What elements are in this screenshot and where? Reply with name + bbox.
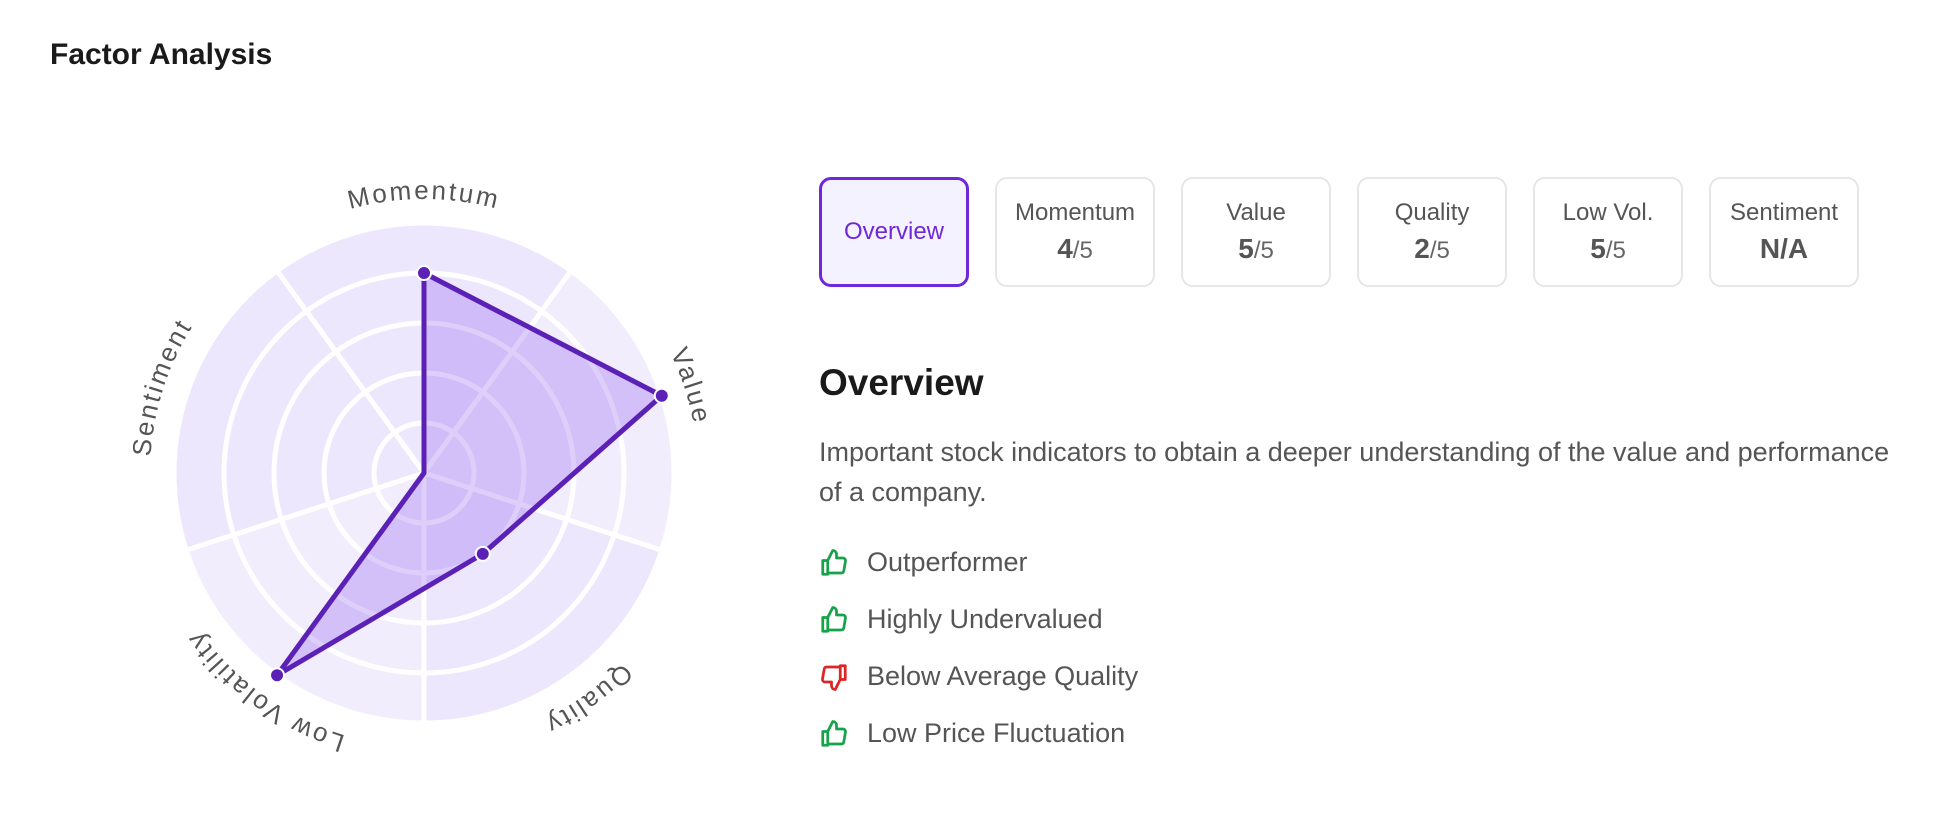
section-title: Factor Analysis bbox=[50, 38, 273, 71]
indicator-text: Outperformer bbox=[867, 547, 1028, 577]
tab[interactable]: Low Vol. 5/5 bbox=[1533, 177, 1684, 287]
icon-path bbox=[821, 663, 847, 691]
radar-point bbox=[653, 387, 670, 404]
axis-label-path: Value bbox=[665, 343, 715, 427]
radar-point bbox=[474, 545, 491, 562]
tab-score: 5/5 bbox=[1238, 233, 1274, 265]
overview-panel: Overview Important stock indicators to o… bbox=[819, 362, 1919, 762]
tab-label: Momentum bbox=[1015, 199, 1136, 226]
tab-label: Overview bbox=[843, 218, 945, 245]
tab-score-value: 5 bbox=[1590, 233, 1606, 264]
radar-spoke bbox=[423, 470, 663, 553]
tab[interactable]: Quality 2/5 bbox=[1357, 177, 1508, 287]
tab-score-value: 2 bbox=[1414, 233, 1430, 264]
tab-label: Quality bbox=[1394, 199, 1470, 226]
axis-label: Momentum bbox=[344, 175, 503, 215]
panel-heading: Overview bbox=[819, 362, 984, 403]
indicator-item: Low Price Fluctuation bbox=[819, 705, 1919, 762]
thumbs-up-icon bbox=[821, 605, 847, 633]
icon-path bbox=[821, 548, 847, 576]
tab[interactable]: Sentiment N/A bbox=[1709, 177, 1860, 287]
tab-score-max: /5 bbox=[1253, 237, 1274, 264]
tab-label: Low Vol. bbox=[1562, 199, 1654, 226]
tab-label: Sentiment bbox=[1730, 199, 1839, 226]
radar-sector bbox=[174, 270, 424, 551]
axis-label: Value bbox=[665, 343, 718, 427]
indicator-text: Below Average Quality bbox=[867, 661, 1139, 691]
radar-point bbox=[269, 667, 286, 684]
indicator-item: Below Average Quality bbox=[819, 648, 1919, 705]
indicator-item: Highly Undervalued bbox=[819, 591, 1919, 648]
tab-score-max: /5 bbox=[1429, 237, 1450, 264]
tab-score-max: /5 bbox=[1605, 237, 1626, 264]
indicator-text: Low Price Fluctuation bbox=[867, 718, 1126, 748]
indicator-item: Outperformer bbox=[819, 534, 1919, 591]
thumbs-down-icon bbox=[821, 663, 847, 691]
thumbs-up-icon bbox=[821, 548, 847, 576]
axis-label-path: Momentum bbox=[344, 175, 501, 215]
tab[interactable]: Momentum 4/5 bbox=[995, 177, 1156, 287]
radar-point bbox=[416, 265, 432, 281]
tab-score: 4/5 bbox=[1057, 233, 1093, 265]
radar-spoke bbox=[275, 269, 427, 475]
radar-sector bbox=[424, 473, 662, 723]
tab-score: 5/5 bbox=[1590, 233, 1626, 265]
tab[interactable]: Value 5/5 bbox=[1181, 177, 1332, 287]
tab-score-value: 4 bbox=[1057, 233, 1073, 264]
indicator-list: Outperformer Highly Undervalued Below Aver… bbox=[819, 534, 1919, 762]
tab[interactable]: Overview bbox=[819, 177, 969, 287]
icon-path bbox=[821, 719, 847, 747]
tab-score: N/A bbox=[1760, 233, 1808, 265]
tab-score: 2/5 bbox=[1414, 233, 1450, 265]
indicator-text: Highly Undervalued bbox=[867, 604, 1103, 634]
radar-spoke bbox=[185, 470, 425, 553]
tab-score-value: 5 bbox=[1238, 233, 1254, 264]
tab-score-value: N/A bbox=[1759, 233, 1809, 264]
radar-spoke bbox=[421, 269, 573, 475]
icon-path bbox=[821, 605, 847, 633]
factor-tabs: Overview Momentum 4/5 Value 5/5 Quality 2/5 Low… bbox=[819, 177, 1860, 287]
tab-label: Value bbox=[1226, 199, 1286, 226]
tab-score-max: /5 bbox=[1072, 237, 1093, 264]
panel-description: Important stock indicators to obtain a d… bbox=[819, 437, 1890, 507]
radar-area bbox=[274, 270, 665, 678]
thumbs-up-icon bbox=[821, 719, 847, 747]
